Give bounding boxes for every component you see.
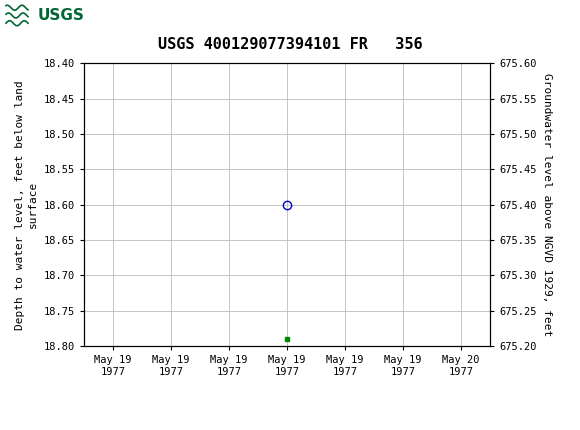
Y-axis label: Depth to water level, feet below land
surface: Depth to water level, feet below land su… (15, 80, 38, 329)
Text: USGS 400129077394101 FR   356: USGS 400129077394101 FR 356 (158, 37, 422, 52)
Text: USGS: USGS (38, 8, 85, 23)
Y-axis label: Groundwater level above NGVD 1929, feet: Groundwater level above NGVD 1929, feet (542, 73, 552, 336)
FancyBboxPatch shape (4, 2, 76, 29)
